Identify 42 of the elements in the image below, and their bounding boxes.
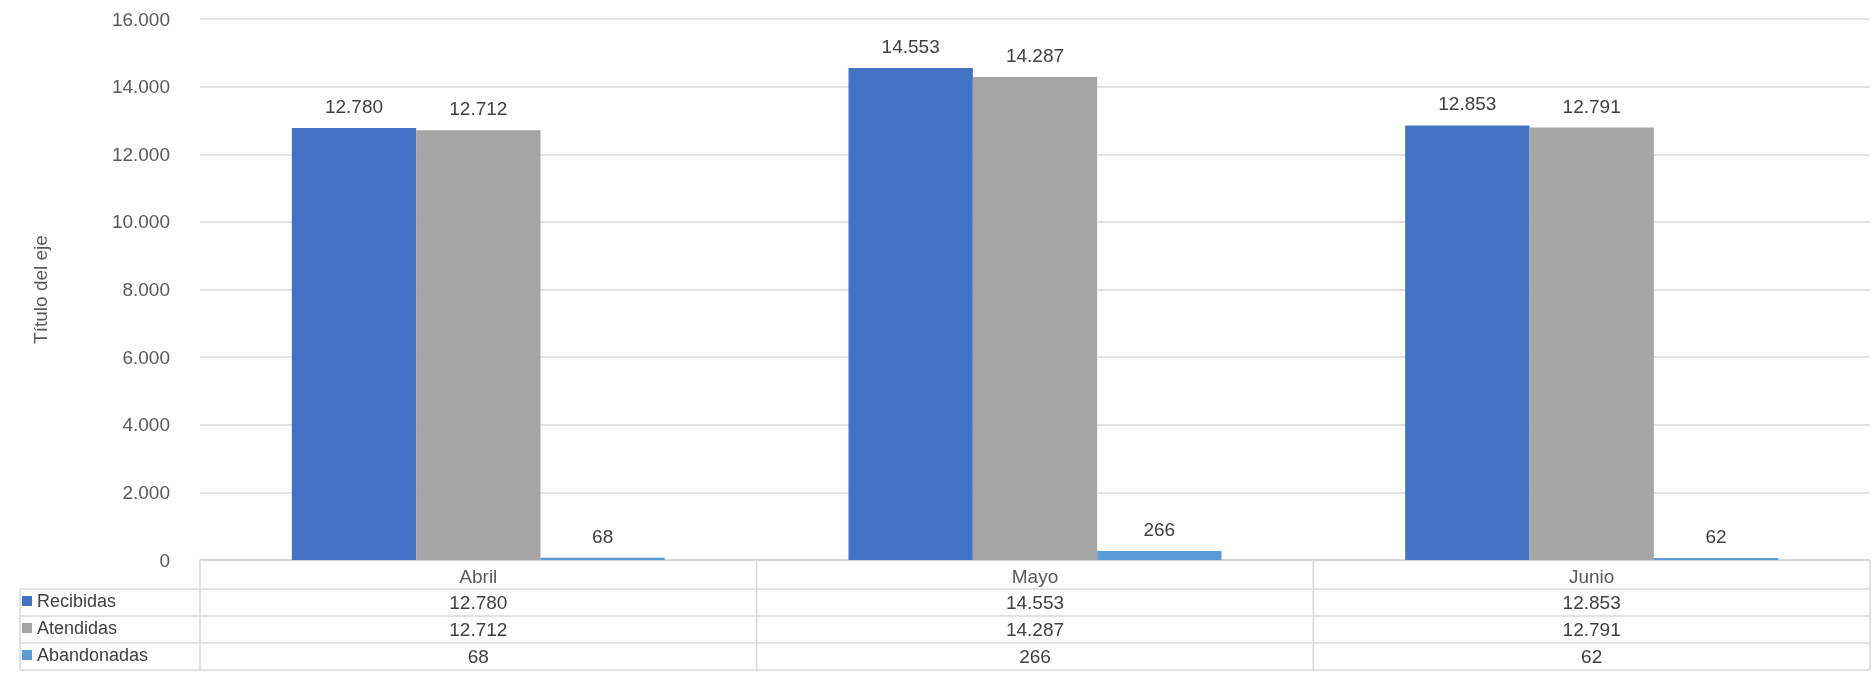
bar [1529,127,1654,560]
y-tick-label: 16.000 [111,8,170,30]
y-tick-label: 6.000 [122,346,170,368]
y-tick-label: 12.000 [111,143,170,165]
data-label: 12.780 [449,592,508,613]
bar [1097,551,1222,560]
text: 12.791 [1562,95,1621,117]
y-tick-label: 4.000 [122,414,170,436]
data-label: 12.791 [1562,619,1621,640]
data-label: 14.287 [1005,619,1065,640]
y-axis-title: Título del eje [30,235,51,344]
legend-label: Recibidas [37,591,117,611]
bar [291,127,417,560]
data-label: 266 [1019,646,1051,667]
text: 62 [1705,525,1727,547]
data-label: 14.553 [1005,592,1065,613]
y-tick-label: 10.000 [111,211,170,233]
bar [1653,557,1779,560]
legend-label: Atendidas [37,618,118,638]
bar [1405,125,1530,560]
text: 14.287 [1005,44,1065,66]
legend-label: Abandonadas [37,645,149,665]
data-label: 12.853 [1562,592,1621,613]
text: 14.553 [881,35,940,57]
x-tick-label: Junio [1568,566,1615,587]
text: 266 [1143,519,1176,541]
bar [848,67,973,560]
y-tick-label: 14.000 [111,76,170,98]
y-tick-label: 2.000 [122,481,170,503]
data-label: 68 [467,646,489,667]
y-tick-label: 8.000 [122,279,170,300]
data-label: 62 [1581,646,1603,667]
text: 12.780 [324,95,384,117]
text: 68 [592,525,614,547]
data-label: 12.712 [449,619,508,640]
x-tick-label: Mayo [1011,566,1059,587]
bar [972,76,1098,560]
y-tick-label: 0 [159,549,170,571]
bar [416,130,541,560]
text: 12.853 [1438,93,1497,115]
text: 12.712 [449,98,508,120]
x-tick-label: Abril [459,566,498,587]
